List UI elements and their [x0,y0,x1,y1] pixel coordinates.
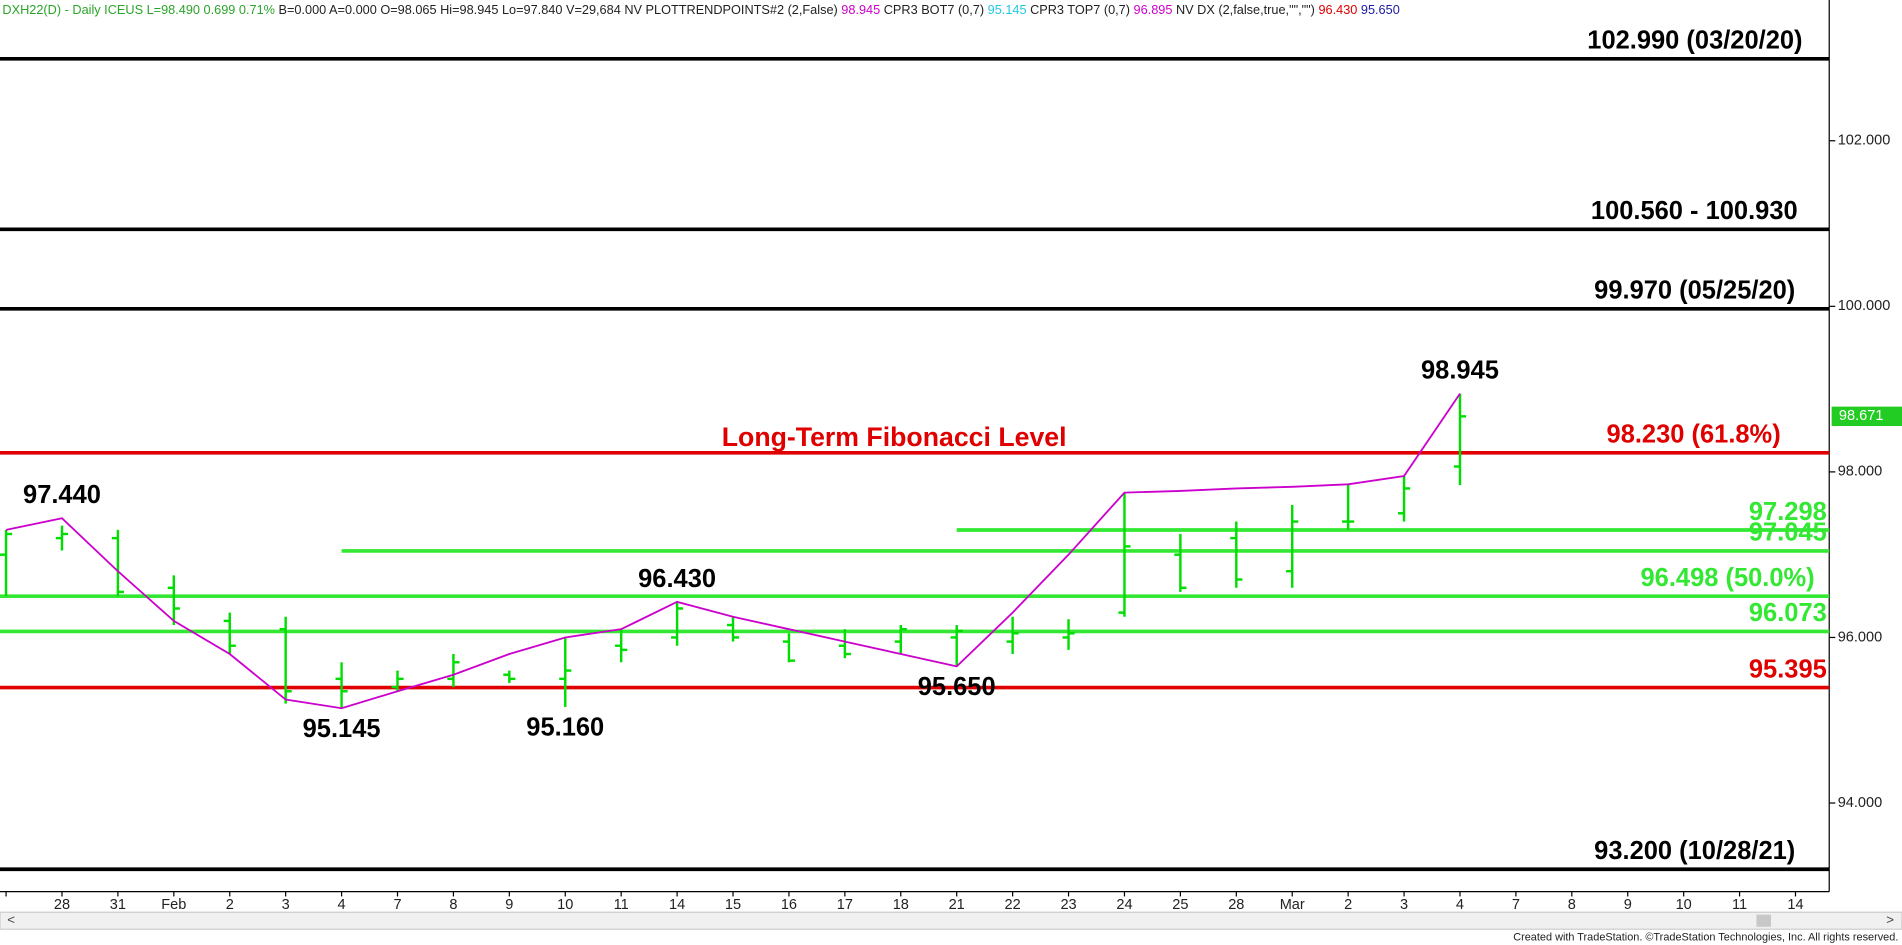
level-label: 98.230 (61.8%) [1607,421,1781,449]
trend-line [5,393,1461,710]
x-tick-label: 28 [1228,897,1244,913]
x-tick-label: 16 [781,897,797,913]
header-segment: CPR3 TOP7 (0,7) [1027,2,1130,17]
header-segment: 96.895 [1130,2,1172,17]
level-label: 95.395 [1749,655,1827,683]
x-tick-label: 22 [1005,897,1021,913]
level-label: 96.498 (50.0%) [1641,564,1815,592]
header-segment: NV DX (2,false,true,"","") [1172,2,1314,17]
x-tick-label: 4 [338,897,346,913]
scrollbar[interactable] [0,911,1902,930]
header-segment: 98.945 [838,2,880,17]
x-tick-label: 2 [226,897,234,913]
x-tick-label: 14 [1787,897,1803,913]
x-tick-label: 17 [837,897,853,913]
x-tick-label: 31 [110,897,126,913]
swing-label: 97.440 [23,481,101,509]
x-tick-label: 3 [1400,897,1408,913]
x-tick-label: 3 [282,897,290,913]
x-tick-label: 28 [54,897,70,913]
x-tick-label: 7 [1512,897,1520,913]
level-label: 102.990 (03/20/20) [1587,27,1802,55]
x-tick-label: 10 [557,897,573,913]
header-segment: B=0.000 A=0.000 O=98.065 Hi=98.945 Lo=97… [275,2,838,17]
swing-label: 95.160 [526,714,604,742]
swing-label: 98.945 [1421,357,1499,385]
x-tick-label: 2 [1344,897,1352,913]
x-tick-label: 14 [669,897,685,913]
level-label: 100.560 - 100.930 [1591,197,1798,225]
x-tick-label: Feb [161,897,186,913]
x-tick-label: 9 [505,897,513,913]
level-label: 93.200 (10/28/21) [1594,837,1795,865]
level-label: 97.045 [1749,519,1827,547]
y-tick-label: 102.000 [1838,133,1891,149]
x-tick-label: 8 [1568,897,1576,913]
x-tick-label: 8 [449,897,457,913]
scroll-thumb[interactable] [1756,914,1771,927]
x-tick-label: 23 [1060,897,1076,913]
x-tick-label: 10 [1676,897,1692,913]
y-tick-label: 96.000 [1838,629,1883,645]
x-tick-label: Mar [1280,897,1305,913]
x-tick-label: 24 [1116,897,1132,913]
swing-label: 96.430 [638,565,716,593]
footer: Created with TradeStation. ©TradeStation… [1513,932,1898,944]
x-tick-label: 9 [1624,897,1632,913]
header-segment: 96.430 [1315,2,1357,17]
x-tick-label: 11 [614,897,629,913]
header-segment: 95.145 [984,2,1026,17]
level-label: 99.970 (05/25/20) [1594,277,1795,305]
x-tick-label: 25 [1172,897,1188,913]
swing-label: 95.145 [303,715,381,743]
scroll-right[interactable]: > [1886,912,1894,927]
scroll-left[interactable]: < [7,912,15,927]
x-tick-label: 18 [893,897,909,913]
last-price-box [1831,406,1902,427]
x-tick-label: 4 [1456,897,1464,913]
x-tick-label: 11 [1732,897,1747,913]
header-segment: 95.650 [1357,2,1399,17]
y-tick-label: 94.000 [1838,795,1883,811]
y-tick-label: 98.000 [1838,464,1883,480]
header-segment: DXH22(D) - Daily ICEUS L=98.490 0.699 0.… [2,2,275,17]
x-tick-label: 7 [393,897,401,913]
header: DXH22(D) - Daily ICEUS L=98.490 0.699 0.… [2,2,1399,17]
header-segment: CPR3 BOT7 (0,7) [880,2,984,17]
x-tick-label: 21 [949,897,965,913]
last-price-label: 98.671 [1839,408,1884,424]
swing-label: 95.650 [918,673,996,701]
y-tick-label: 100.000 [1838,298,1891,314]
x-tick-label: 15 [725,897,741,913]
annotation: Long-Term Fibonacci Level [722,422,1067,452]
level-label: 97.298 [1749,498,1827,526]
level-label: 96.073 [1749,599,1827,627]
